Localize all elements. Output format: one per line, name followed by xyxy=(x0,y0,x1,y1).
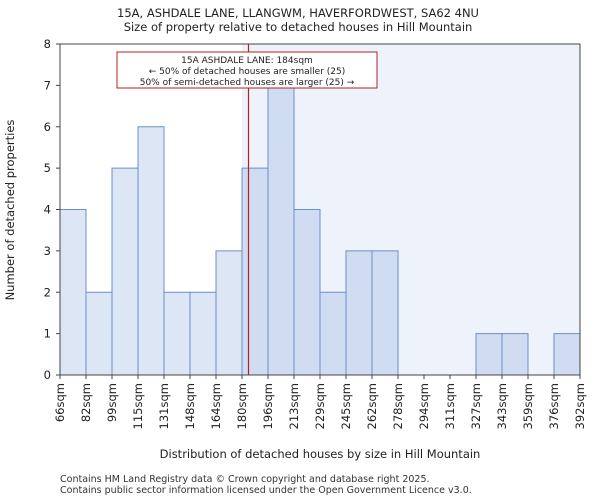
x-tick-label: 278sqm xyxy=(391,383,405,429)
bar xyxy=(267,84,295,376)
plot-area: 0 1 2 3 4 5 6 7 8 66sqm 82sqm 99sqm 115sqm 131sqm 148s… xyxy=(44,37,587,429)
bar xyxy=(293,209,321,376)
x-tick-label: 148sqm xyxy=(183,383,197,429)
x-tick-label: 180sqm xyxy=(235,383,249,429)
annotation-box xyxy=(116,51,378,89)
x-tick-label: 196sqm xyxy=(261,383,275,429)
chart-title-line2: Size of property relative to detached ho… xyxy=(124,20,473,34)
bar xyxy=(163,291,191,376)
chart-title-line1: 15A, ASHDALE LANE, LLANGWM, HAVERFORDWES… xyxy=(117,6,479,20)
x-tick-label: 164sqm xyxy=(209,383,223,429)
x-tick-label: 311sqm xyxy=(443,383,457,429)
bar xyxy=(553,333,581,376)
x-tick-label: 294sqm xyxy=(417,383,431,429)
y-tick-label: 7 xyxy=(44,78,51,92)
y-tick-label: 1 xyxy=(44,327,51,341)
x-tick-label: 343sqm xyxy=(495,383,509,429)
x-tick-label: 66sqm xyxy=(53,383,67,422)
x-tick-label: 131sqm xyxy=(157,383,171,429)
bar xyxy=(319,291,347,376)
y-tick-label: 2 xyxy=(44,285,51,299)
annotation-line-3: 50% of semi-detached houses are larger (… xyxy=(140,78,355,88)
bar xyxy=(85,291,113,376)
x-tick-label: 115sqm xyxy=(131,383,145,429)
x-tick-label: 213sqm xyxy=(287,383,301,429)
x-tick-label: 376sqm xyxy=(547,383,561,429)
bar xyxy=(215,250,243,376)
footer-line2: Contains public sector information licen… xyxy=(60,485,472,496)
x-tick-label: 99sqm xyxy=(105,383,119,422)
y-tick-label: 8 xyxy=(44,37,51,51)
x-tick-label: 392sqm xyxy=(573,383,587,429)
bar xyxy=(241,167,269,376)
y-tick-label: 4 xyxy=(44,203,51,217)
y-tick-label: 5 xyxy=(44,161,51,175)
bar xyxy=(475,333,503,376)
bar xyxy=(111,167,139,376)
bar xyxy=(501,333,529,376)
x-tick-label: 245sqm xyxy=(339,383,353,429)
x-tick-label: 229sqm xyxy=(313,383,327,429)
y-tick-label: 6 xyxy=(44,120,51,134)
y-axis-label: Number of detached properties xyxy=(3,120,17,301)
footer-line1: Contains HM Land Registry data © Crown c… xyxy=(60,474,430,485)
bar xyxy=(137,126,165,376)
bar xyxy=(345,250,373,376)
x-tick-label: 359sqm xyxy=(521,383,535,429)
bar xyxy=(189,291,217,376)
x-tick-label: 262sqm xyxy=(365,383,379,429)
annotation-line-2: ← 50% of detached houses are smaller (25… xyxy=(149,67,346,77)
x-tick-label: 82sqm xyxy=(79,383,93,422)
bar xyxy=(371,250,399,376)
y-tick-label: 0 xyxy=(44,368,51,382)
y-tick-label: 3 xyxy=(44,244,51,258)
x-axis-label: Distribution of detached houses by size … xyxy=(160,447,481,461)
x-tick-label: 327sqm xyxy=(469,383,483,429)
annotation-line-1: 15A ASHDALE LANE: 184sqm xyxy=(181,56,313,66)
bar xyxy=(59,209,87,376)
